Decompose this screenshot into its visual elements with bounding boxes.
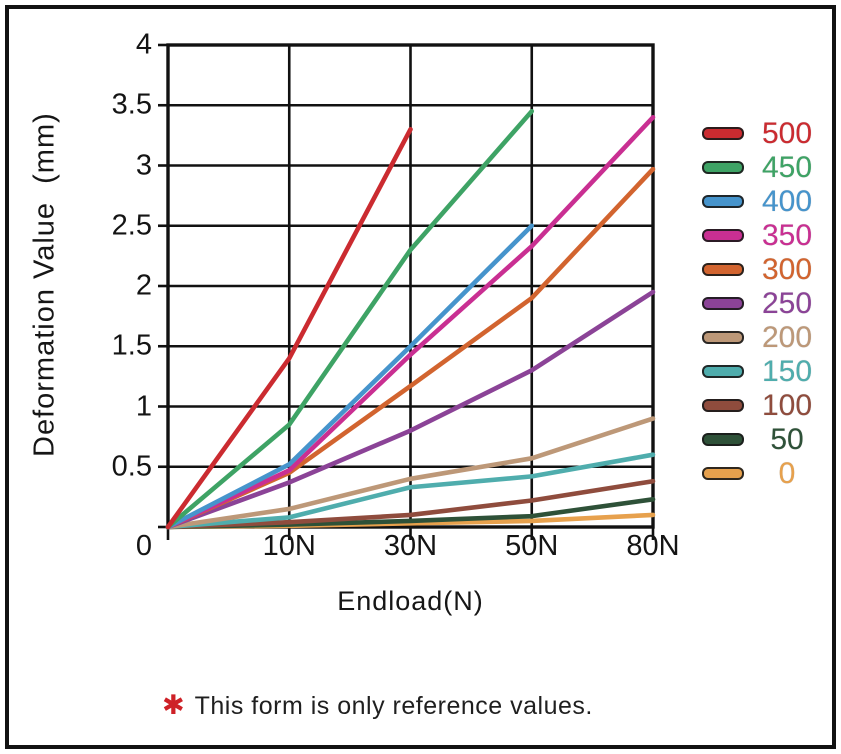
series-line-100 xyxy=(165,478,656,530)
legend: 500 450 400 350 300 250 200 150 100 50 0 xyxy=(702,117,819,490)
y-tick-label: 2.5 xyxy=(111,209,152,242)
legend-label: 250 xyxy=(761,287,813,320)
legend-swatch-icon xyxy=(702,161,744,174)
plot-border xyxy=(166,43,655,529)
series-line-500 xyxy=(165,127,413,530)
legend-item-50: 50 xyxy=(702,423,819,456)
legend-swatch-icon xyxy=(702,365,744,378)
legend-label: 50 xyxy=(770,423,804,456)
legend-label: 500 xyxy=(761,117,813,150)
legend-item-100: 100 xyxy=(702,389,819,422)
x-tick-label: 80N xyxy=(626,530,680,562)
legend-swatch-icon xyxy=(702,467,744,480)
footnote: ✱ This form is only reference values. xyxy=(162,690,593,721)
legend-swatch-icon xyxy=(702,331,744,344)
legend-item-150: 150 xyxy=(702,355,819,388)
footnote-text: This form is only reference values. xyxy=(194,692,593,720)
y-axis-title: Deformation Value (mm) xyxy=(28,112,61,458)
legend-item-500: 500 xyxy=(702,117,819,150)
legend-item-400: 400 xyxy=(702,185,819,218)
legend-label: 350 xyxy=(761,219,813,252)
legend-swatch-icon xyxy=(702,127,744,140)
legend-item-300: 300 xyxy=(702,253,819,286)
x-tick-label: 0 xyxy=(135,530,153,562)
y-tick-label: 0.5 xyxy=(111,450,152,483)
y-tick-label: 3.5 xyxy=(111,88,152,121)
legend-item-0: 0 xyxy=(702,457,819,490)
x-tick-label: 50N xyxy=(505,530,559,562)
legend-label: 450 xyxy=(761,151,813,184)
series-line-400 xyxy=(165,223,535,530)
legend-label: 300 xyxy=(761,253,813,286)
legend-swatch-icon xyxy=(702,229,744,242)
legend-swatch-icon xyxy=(702,399,744,412)
legend-swatch-icon xyxy=(702,263,744,276)
y-tick-label: 1 xyxy=(135,390,152,422)
legend-item-250: 250 xyxy=(702,287,819,320)
series-line-350 xyxy=(165,115,656,530)
plot-area xyxy=(158,43,656,540)
y-tick-label: 4 xyxy=(135,28,152,61)
legend-item-200: 200 xyxy=(702,321,819,354)
legend-label: 100 xyxy=(761,389,813,422)
legend-item-350: 350 xyxy=(702,219,819,252)
legend-label: 150 xyxy=(761,355,813,388)
series-line-150 xyxy=(165,452,656,530)
series-line-450 xyxy=(165,108,535,530)
x-tick-label: 10N xyxy=(262,530,316,562)
series-line-200 xyxy=(165,416,656,530)
y-tick-label: 2 xyxy=(135,269,152,302)
x-tick-label: 30N xyxy=(383,530,438,562)
legend-label: 400 xyxy=(761,185,813,218)
legend-item-450: 450 xyxy=(702,151,819,184)
legend-swatch-icon xyxy=(702,195,744,208)
legend-swatch-icon xyxy=(702,433,744,446)
legend-swatch-icon xyxy=(702,297,744,310)
legend-label: 200 xyxy=(761,321,813,354)
series-line-250 xyxy=(165,289,656,530)
x-axis-title: Endload(N) xyxy=(337,586,484,616)
asterisk-icon: ✱ xyxy=(162,690,185,720)
y-tick-label: 3 xyxy=(135,149,152,181)
y-tick-label: 1.5 xyxy=(111,329,152,362)
legend-label: 0 xyxy=(778,457,796,490)
